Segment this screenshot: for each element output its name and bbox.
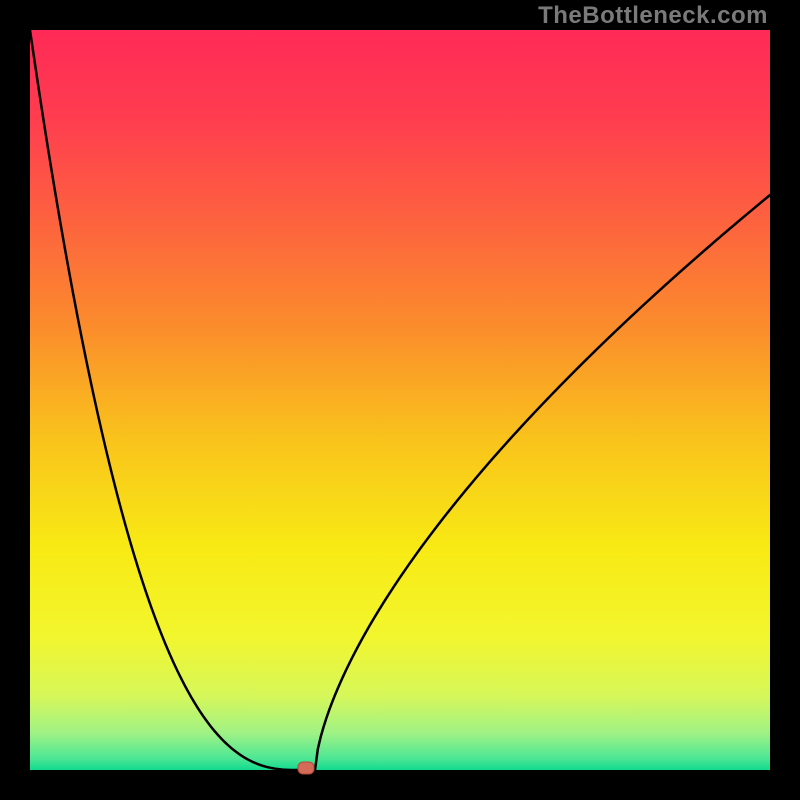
chart-container: TheBottleneck.com	[0, 0, 800, 800]
plot-area	[30, 30, 770, 770]
gradient-background	[0, 0, 800, 800]
